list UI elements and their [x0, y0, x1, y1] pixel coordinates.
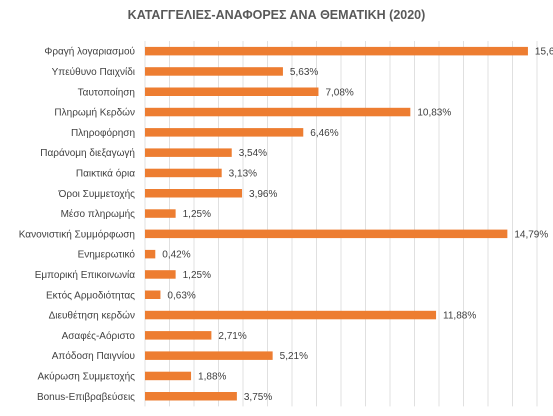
bar	[145, 371, 192, 381]
category-label: Υπεύθυνο Παιχνίδι	[52, 66, 135, 78]
data-label: 3,13%	[229, 168, 257, 179]
category-label: Φραγή λογαριασμού	[44, 46, 135, 58]
data-label: 3,54%	[239, 148, 267, 159]
data-label: 14,79%	[514, 229, 548, 240]
data-label: 10,83%	[417, 108, 451, 119]
category-label: Απόδοση Παιγνίου	[52, 350, 135, 362]
data-label: 11,88%	[443, 311, 476, 322]
bar	[145, 249, 156, 259]
category-label: Μέσο πληρωμής	[61, 208, 136, 220]
bar	[145, 148, 232, 157]
chart-title: ΚΑΤΑΓΓΕΛΙΕΣ-ΑΝΑΦΟΡΕΣ ΑΝΑ ΘΕΜΑΤΙΚΗ (2020)	[127, 8, 426, 22]
data-label: 6,46%	[310, 128, 338, 139]
category-label: Ασαφές-Αόριστο	[62, 330, 136, 342]
category-label: Bonus-Επιβραβεύσεις	[37, 391, 135, 403]
bar	[145, 168, 222, 178]
category-label: Πληροφόρηση	[71, 127, 135, 139]
bar	[145, 270, 176, 279]
bar	[145, 351, 273, 360]
category-label: Όροι Συμμετοχής	[58, 188, 136, 200]
category-label: Πληρωμή Κερδών	[54, 107, 135, 119]
bar	[145, 87, 319, 96]
bar	[145, 209, 176, 218]
data-label: 2,71%	[218, 331, 246, 342]
bar	[145, 46, 528, 56]
data-label: 5,21%	[280, 351, 308, 362]
category-label: Διευθέτηση κερδών	[49, 310, 135, 322]
category-label: Ταυτοποίηση	[78, 86, 135, 98]
category-label: Εκτός Αρμοδιότητας	[46, 289, 135, 301]
data-label: 0,63%	[167, 290, 195, 301]
category-label: Εμπορική Επικοινωνία	[35, 269, 135, 281]
bar	[145, 310, 437, 320]
bar	[145, 229, 508, 239]
category-label: Παράνομη διεξαγωγή	[40, 147, 135, 159]
category-label: Ακύρωση Συμμετοχής	[37, 370, 135, 382]
data-label: 3,75%	[244, 392, 272, 403]
data-label: 1,25%	[183, 270, 211, 281]
category-label: Κανονιστική Συμμόρφωση	[19, 228, 135, 240]
bar	[145, 189, 243, 198]
bar	[145, 67, 283, 76]
data-label: 3,96%	[249, 189, 277, 200]
bar	[145, 107, 411, 117]
category-label: Παικτικά όρια	[76, 167, 135, 179]
bar	[145, 290, 161, 299]
data-label: 5,63%	[290, 67, 318, 78]
bar	[145, 331, 212, 340]
bar	[145, 392, 237, 401]
data-label: 0,42%	[162, 250, 190, 261]
data-label: 1,25%	[183, 209, 211, 220]
data-label: 7,08%	[325, 87, 353, 98]
category-label: Ενημερωτικό	[78, 249, 136, 261]
data-label: 1,88%	[198, 371, 226, 382]
bar	[145, 128, 304, 137]
data-label: 15,63%	[535, 47, 553, 58]
